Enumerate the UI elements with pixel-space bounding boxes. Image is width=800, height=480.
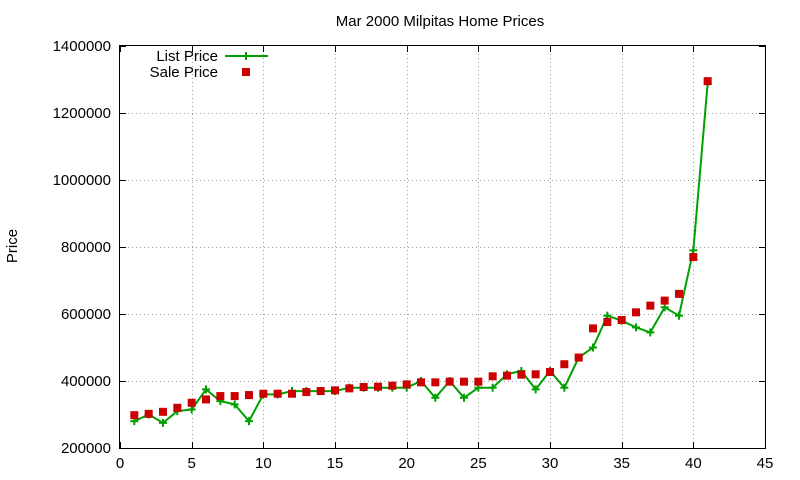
legend-label-list-price: List Price	[156, 48, 218, 65]
data-series	[130, 77, 712, 427]
sale-price-point	[603, 318, 612, 327]
legend-label-sale-price: Sale Price	[150, 64, 218, 81]
sale-price-point	[503, 371, 511, 380]
list-price-point	[646, 328, 655, 337]
list-price-point	[689, 246, 698, 255]
list-price-point	[560, 383, 569, 392]
x-tick-label: 20	[398, 455, 415, 472]
x-tick-label: 40	[685, 455, 702, 472]
sale-price-point	[632, 308, 640, 317]
sale-price-point	[574, 353, 583, 362]
y-tick-label: 1400000	[53, 38, 111, 55]
plot-frame	[119, 45, 766, 449]
chart-title: Mar 2000 Milpitas Home Prices	[336, 13, 544, 30]
grid-lines	[120, 46, 765, 448]
y-tick-label: 200000	[61, 440, 111, 457]
sale-price-point	[359, 383, 368, 392]
sale-price-point	[144, 409, 153, 418]
x-tick-label: 10	[255, 455, 272, 472]
x-tick-label: 25	[470, 455, 487, 472]
x-tick-label: 5	[187, 455, 195, 472]
x-tick-label: 45	[757, 455, 774, 472]
sale-price-point	[259, 389, 268, 398]
list-price-point	[230, 400, 239, 409]
sale-price-point	[675, 289, 683, 298]
sale-price-point	[288, 389, 296, 398]
sale-price-point	[517, 370, 526, 379]
y-axis-label: Price	[4, 229, 21, 263]
sale-price-point	[159, 407, 167, 416]
sale-price-point	[617, 316, 626, 325]
sale-price-point	[187, 398, 196, 407]
list-price-point	[675, 311, 683, 320]
sale-price-point	[273, 389, 282, 398]
sale-price-point	[560, 360, 569, 369]
sale-price-point	[388, 381, 397, 390]
sale-price-point	[474, 377, 483, 386]
sale-price-point	[402, 380, 411, 389]
list-price-point	[632, 323, 640, 332]
sale-price-point	[531, 370, 540, 379]
sale-price-point	[703, 77, 712, 86]
sale-price-point	[345, 384, 354, 393]
sale-price-point	[173, 403, 182, 412]
sale-price-point	[216, 392, 225, 401]
sale-price-point	[689, 253, 698, 262]
axis-ticks: 0 5 10 15 20 25 30 35 40 45 200000 400000 600000 8000…	[53, 38, 774, 472]
sale-price-point	[417, 378, 425, 387]
list-price-point	[660, 303, 669, 312]
y-tick-label: 1000000	[53, 172, 111, 189]
sale-price-point	[460, 377, 468, 386]
sale-price-point	[431, 378, 440, 387]
x-tick-label: 35	[613, 455, 630, 472]
y-tick-label: 600000	[61, 306, 111, 323]
list-price-point	[245, 417, 253, 426]
y-tick-label: 800000	[61, 239, 111, 256]
sale-price-point	[445, 377, 454, 386]
y-tick-label: 400000	[61, 373, 111, 390]
list-price-point	[589, 343, 597, 352]
sale-price-point	[374, 382, 382, 391]
sale-price-point	[660, 296, 669, 305]
sale-price-point	[245, 391, 253, 400]
list-price-point	[202, 385, 210, 394]
list-price-line	[133, 82, 709, 424]
sale-price-point	[589, 324, 597, 333]
sale-price-point	[130, 411, 139, 420]
sale-price-point	[331, 386, 339, 395]
sale-price-point	[302, 388, 311, 397]
sale-price-point	[230, 392, 239, 401]
y-tick-label: 1200000	[53, 105, 111, 122]
legend-marker-list-price	[242, 52, 250, 60]
list-price-point	[460, 393, 468, 402]
legend-marker-sale-price	[242, 68, 250, 76]
sale-price-point	[202, 395, 210, 404]
list-price-point	[488, 383, 497, 392]
list-price-point	[431, 393, 440, 402]
list-price-point	[187, 405, 196, 414]
x-tick-label: 15	[327, 455, 344, 472]
sale-price-point	[646, 301, 655, 310]
x-tick-label: 30	[542, 455, 559, 472]
list-price-point	[159, 418, 167, 427]
sale-price-point	[316, 387, 325, 396]
x-tick-label: 0	[116, 455, 124, 472]
sale-price-point	[488, 372, 497, 381]
sale-price-point	[546, 367, 554, 376]
list-price-point	[531, 385, 540, 394]
